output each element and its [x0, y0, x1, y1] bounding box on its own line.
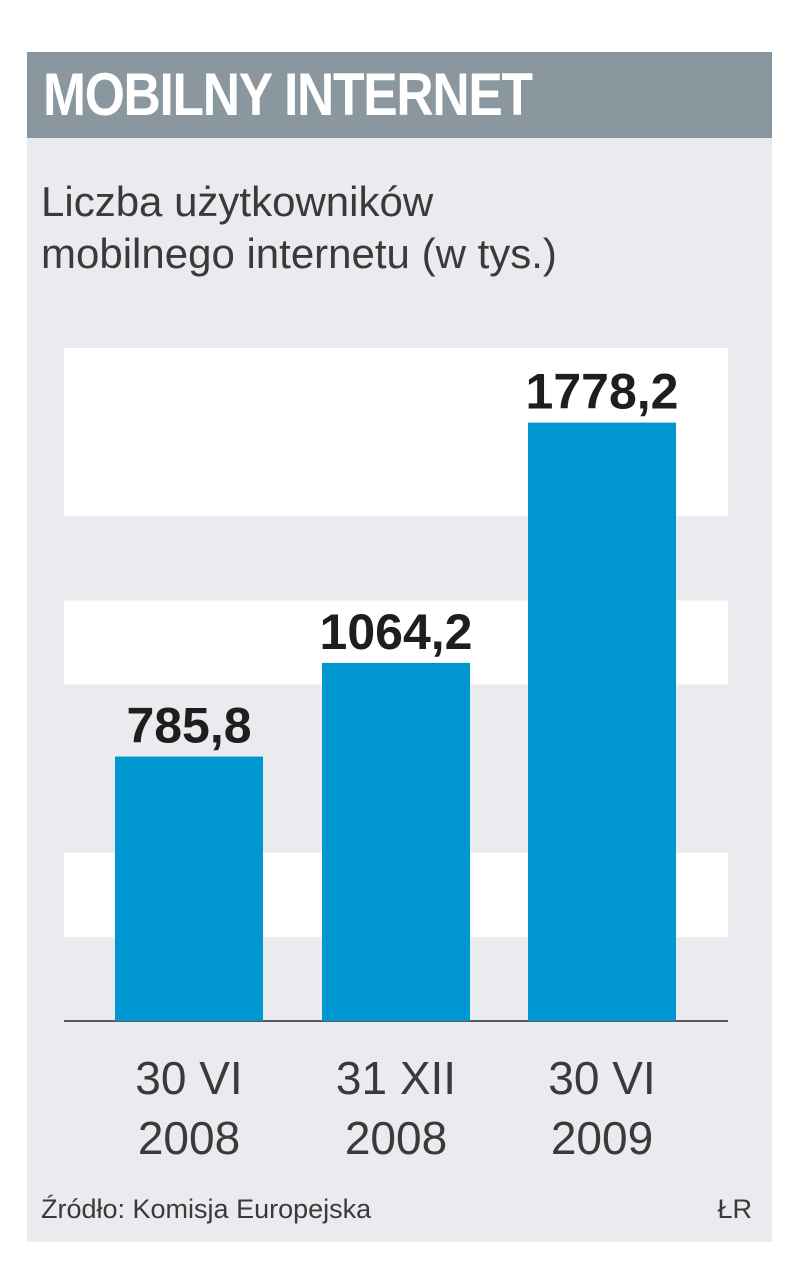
category-label-1-line-2: 2008 [138, 1112, 240, 1164]
category-label-2-line-2: 2008 [345, 1112, 447, 1164]
subtitle-line-1: Liczba użytkowników [41, 178, 434, 225]
bar-chart: 785,8 30 VI 2008 1064,2 31 XII 2008 1778,2 30 V… [64, 348, 728, 1164]
category-label-3-line-1: 30 VI [548, 1052, 655, 1104]
category-label-1-line-1: 30 VI [135, 1052, 242, 1104]
source-note: Źródło: Komisja Europejska [41, 1194, 372, 1224]
value-label-2: 1064,2 [320, 604, 473, 660]
bar-3 [528, 422, 676, 1021]
subtitle-line-2: mobilnego internetu (w tys.) [41, 230, 557, 277]
chart-card: MOBILNY INTERNET Liczba użytkowników mob… [27, 52, 772, 1242]
bar-1 [115, 756, 263, 1021]
category-label-2-line-1: 31 XII [336, 1052, 456, 1104]
chart-title: MOBILNY INTERNET [43, 61, 533, 128]
author-initials: ŁR [717, 1194, 752, 1224]
title-bar: MOBILNY INTERNET [27, 52, 772, 138]
bar-2 [322, 662, 470, 1021]
value-label-3: 1778,2 [526, 364, 679, 420]
chart-subtitle: Liczba użytkowników mobilnego internetu … [41, 176, 761, 280]
category-label-3-line-2: 2009 [551, 1112, 653, 1164]
value-label-1: 785,8 [126, 698, 251, 754]
